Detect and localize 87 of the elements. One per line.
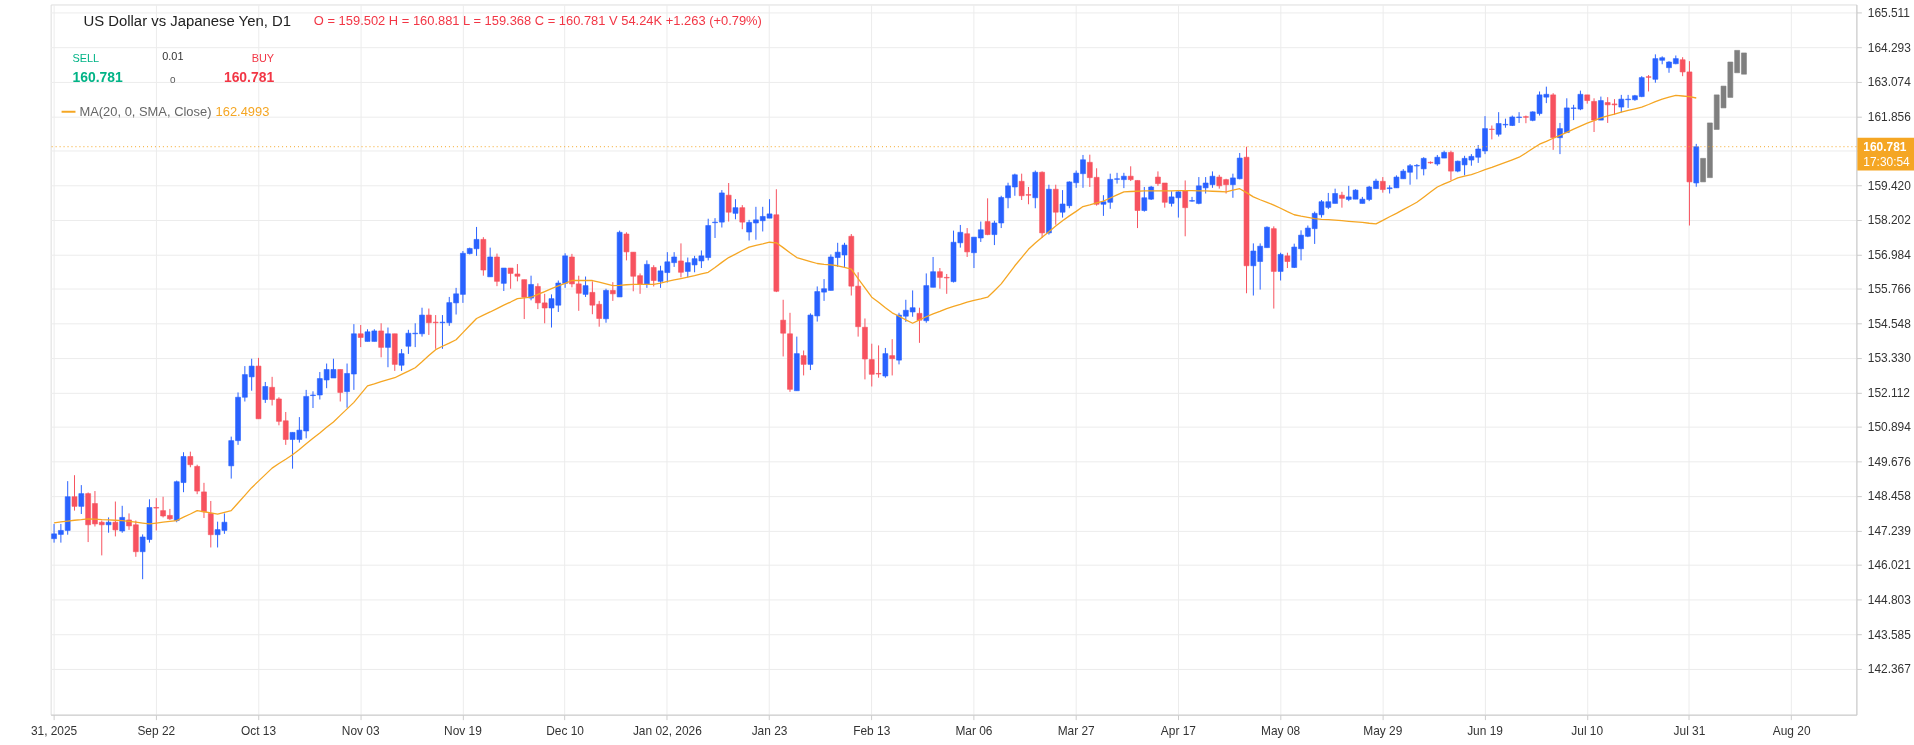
x-tick-label: Jul 31 bbox=[1673, 724, 1706, 739]
y-tick-label: 148.458 bbox=[1867, 489, 1912, 504]
candlestick bbox=[378, 322, 384, 358]
text: 17:30:54 bbox=[1863, 154, 1911, 169]
y-tick-label: 149.676 bbox=[1867, 454, 1912, 469]
candlestick bbox=[521, 279, 528, 320]
x-tick-label: May 29 bbox=[1363, 724, 1403, 739]
candlestick bbox=[1448, 150, 1454, 181]
x-tick-label: Nov 19 bbox=[444, 724, 483, 739]
x-tick-label: Jan 02, 2026 bbox=[632, 724, 703, 739]
candlestick bbox=[337, 368, 344, 403]
y-tick-label: 146.021 bbox=[1867, 558, 1912, 573]
x-tick-label: Sep 22 bbox=[137, 724, 176, 739]
y-tick-label: 147.239 bbox=[1867, 523, 1912, 538]
x-tick-label: Jul 10 bbox=[1571, 724, 1604, 739]
candlestick bbox=[610, 281, 616, 302]
candlestick bbox=[501, 267, 507, 292]
y-tick-label: 158.202 bbox=[1867, 213, 1912, 228]
x-tick-label: Mar 27 bbox=[1057, 724, 1096, 739]
x-tick-label: Aug 20 bbox=[1772, 724, 1811, 739]
annotation: 160.781 bbox=[223, 68, 275, 85]
candlestick bbox=[889, 338, 895, 376]
x-tick-label: Mar 06 bbox=[955, 724, 993, 739]
y-tick-label: 152.112 bbox=[1867, 385, 1911, 400]
x-tick-label: Jan 23 bbox=[751, 724, 788, 739]
candlestick bbox=[964, 227, 970, 258]
candlestick bbox=[678, 242, 684, 278]
candlestick bbox=[71, 474, 78, 512]
candlestick bbox=[1277, 252, 1284, 281]
x-tick-label: Dec 10 bbox=[546, 724, 585, 739]
candlestick bbox=[984, 197, 991, 236]
candlestick bbox=[1182, 179, 1188, 237]
y-tick-label: 150.894 bbox=[1867, 420, 1912, 435]
candlestick bbox=[1052, 184, 1059, 226]
annotation: SELL bbox=[72, 52, 100, 65]
y-tick-label: 159.420 bbox=[1867, 178, 1912, 193]
candlestick bbox=[357, 324, 364, 348]
candlestick bbox=[262, 381, 269, 404]
candlestick bbox=[1489, 124, 1495, 140]
candlestick bbox=[528, 275, 534, 301]
y-tick-label: 164.293 bbox=[1867, 40, 1912, 55]
text: O = 159.502 H = 160.881 L = 159.368 C = 160.781 V 54.24K +1.263 (+0.79%) bbox=[313, 13, 762, 29]
candlestick bbox=[78, 484, 85, 515]
candlestick bbox=[1339, 191, 1345, 209]
candlestick bbox=[1591, 97, 1597, 133]
y-tick-label: 155.766 bbox=[1867, 282, 1912, 297]
candlestick bbox=[725, 182, 732, 223]
candlestick bbox=[732, 198, 739, 220]
ref-line-label: 160.781 bbox=[1863, 139, 1907, 154]
candlestick bbox=[1523, 115, 1529, 124]
candlestick bbox=[800, 350, 807, 376]
candlestick bbox=[650, 264, 657, 287]
candlestick bbox=[385, 327, 391, 368]
candlestick bbox=[153, 497, 160, 531]
y-tick-label: 156.984 bbox=[1867, 247, 1912, 262]
x-tick-label: May 08 bbox=[1261, 724, 1301, 739]
x-tick-label: Nov 03 bbox=[341, 724, 380, 739]
x-tick-label: Feb 13 bbox=[853, 724, 891, 739]
annotation: 0.01 bbox=[162, 50, 184, 63]
annotation: 0 bbox=[170, 73, 177, 85]
candlestick bbox=[398, 348, 405, 372]
y-tick-label: 165.511 bbox=[1867, 6, 1911, 21]
candlestick bbox=[882, 347, 889, 379]
candlestick bbox=[582, 276, 589, 298]
candlestick bbox=[739, 204, 746, 230]
candlestick bbox=[112, 501, 119, 537]
text: US Dollar vs Japanese Yen, D1 bbox=[83, 13, 291, 30]
y-tick-label: 163.074 bbox=[1867, 75, 1912, 90]
annotation: BUY bbox=[251, 52, 275, 65]
x-tick-label: Apr 17 bbox=[1160, 724, 1197, 739]
y-tick-label: 142.367 bbox=[1867, 662, 1912, 677]
y-tick-label: 161.856 bbox=[1867, 109, 1912, 124]
y-tick-label: 153.330 bbox=[1867, 351, 1912, 366]
candlestick bbox=[487, 247, 493, 278]
candlestick bbox=[916, 307, 923, 344]
annotation: 160.781 bbox=[72, 68, 123, 85]
legend-label: MA(20, 0, SMA, Close) bbox=[79, 103, 212, 119]
x-tick-label: 31, 2025 bbox=[30, 724, 78, 739]
candlestick bbox=[119, 505, 125, 534]
y-tick-label: 143.585 bbox=[1867, 627, 1912, 642]
x-tick-label: Jun 19 bbox=[1467, 724, 1504, 739]
x-tick-label: Oct 13 bbox=[240, 724, 277, 739]
annotation: 162.4993 bbox=[215, 103, 270, 119]
candlestick bbox=[208, 500, 214, 548]
y-tick-label: 154.548 bbox=[1867, 316, 1912, 331]
y-tick-label: 144.803 bbox=[1867, 592, 1912, 607]
candlestick bbox=[644, 259, 650, 289]
